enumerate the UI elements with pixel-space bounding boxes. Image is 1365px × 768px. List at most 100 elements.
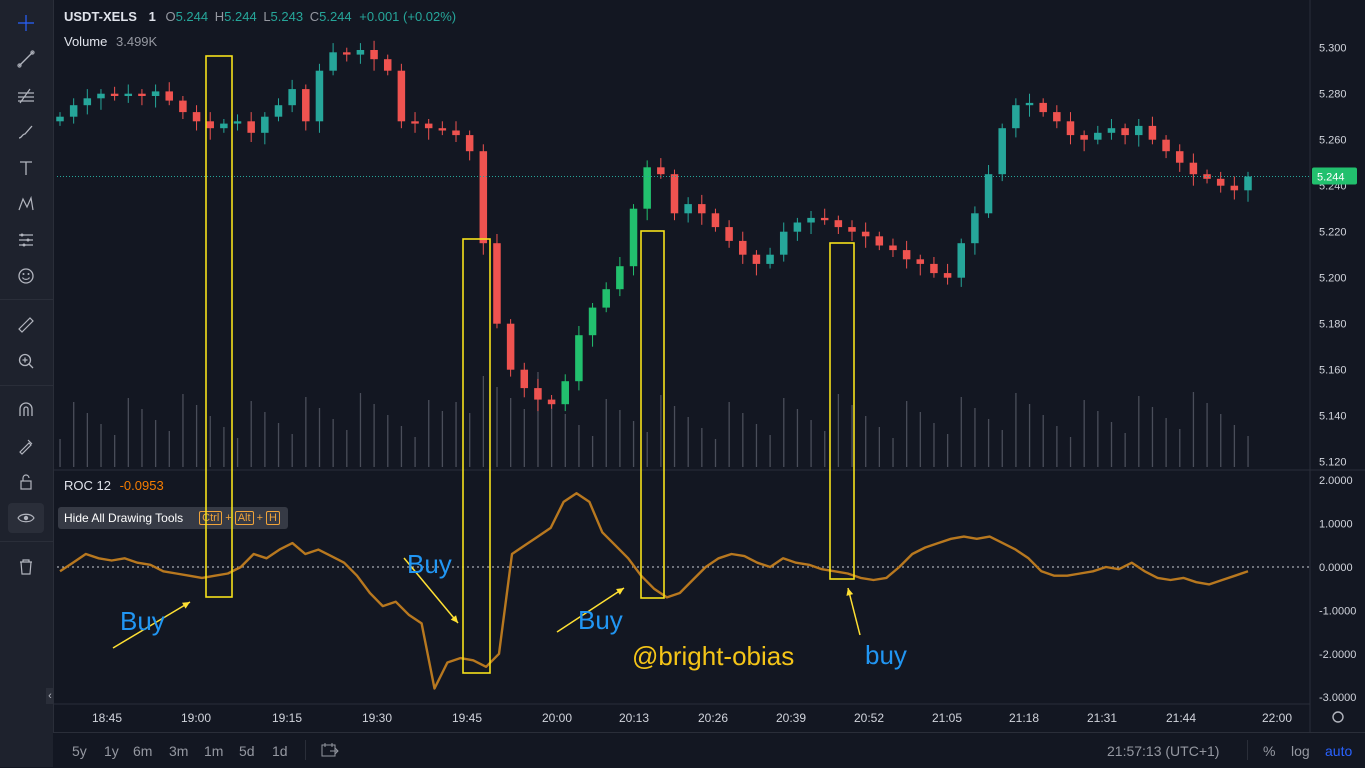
emoji-icon[interactable] (8, 261, 44, 291)
volume-bar (837, 394, 840, 467)
volume-bar (1097, 411, 1099, 467)
range-6m[interactable]: 6m (133, 743, 153, 759)
volume-bar (127, 398, 129, 467)
volume-bar (387, 415, 389, 467)
brush-icon[interactable] (8, 117, 44, 147)
volume-bar (1233, 425, 1236, 467)
arrow-line (847, 587, 861, 636)
candle-body (465, 135, 474, 152)
volume-bar (564, 414, 566, 467)
volume-bar (359, 393, 362, 467)
range-1y[interactable]: 1y (104, 743, 119, 759)
eye-icon[interactable] (8, 503, 44, 533)
time-tick-label: 20:13 (619, 711, 649, 725)
volume-bar (591, 436, 594, 467)
candle-body (1175, 151, 1184, 163)
time-tick-label: 19:30 (362, 711, 392, 725)
volume-bar (482, 376, 485, 467)
candle-body (261, 116, 269, 133)
price-tick-label: 5.140 (1319, 411, 1347, 423)
candle-body (233, 121, 242, 124)
candle-body (1216, 178, 1225, 186)
volume-bar (1110, 422, 1113, 467)
volume-bar (987, 419, 990, 467)
arrow-line (556, 587, 625, 633)
range-5y[interactable]: 5y (72, 743, 87, 759)
volume-bar (619, 410, 621, 467)
volume-bar (1124, 433, 1126, 467)
range-1m[interactable]: 1m (204, 743, 224, 759)
price-tick-label: 5.120 (1319, 457, 1347, 469)
volume-bar (373, 404, 375, 467)
arrow-head (616, 588, 624, 595)
candle-body (1066, 121, 1075, 136)
ruler-icon[interactable] (8, 310, 44, 340)
range-3m[interactable]: 3m (169, 743, 189, 759)
volume-bar (469, 413, 471, 467)
volume-bar (550, 403, 553, 467)
trash-icon[interactable] (8, 552, 44, 582)
candle-body (220, 123, 228, 129)
volume-bar (810, 420, 812, 467)
roc-legend: ROC 12 -0.0953 (64, 478, 164, 493)
candle-body (370, 50, 378, 60)
crosshair-icon[interactable] (8, 8, 44, 38)
clock[interactable]: 21:57:13 (UTC+1) (1107, 743, 1220, 759)
pattern-icon[interactable] (8, 189, 44, 219)
time-axis: 18:45 19:00 19:15 19:30 19:45 20:00 20:13 20:26… (92, 711, 1344, 725)
drawing-toolbar: ‹ (0, 0, 54, 767)
candle-body (520, 369, 529, 389)
trend-line-icon[interactable] (8, 44, 44, 74)
watermark-text: @bright-obias (632, 641, 794, 671)
goto-date-icon[interactable] (321, 742, 339, 763)
candle-body (206, 121, 214, 129)
volume-value: 3.499K (116, 34, 158, 49)
candle-body (984, 174, 993, 214)
volume-bar (824, 431, 826, 467)
annotation-drawings: Buy Buy Buy buy @bright-obias (112, 55, 907, 674)
volume-bar (1042, 415, 1044, 467)
range-5d[interactable]: 5d (239, 743, 255, 759)
forecast-icon[interactable] (8, 225, 44, 255)
percent-toggle[interactable]: % (1263, 743, 1276, 759)
roc-tick-label: 0.0000 (1319, 562, 1353, 574)
candle-body (1162, 139, 1170, 152)
roc-tick-label: 2.0000 (1319, 475, 1353, 487)
collapse-toolbar-icon[interactable]: ‹ (46, 688, 54, 704)
time-tick-label: 20:52 (854, 711, 884, 725)
symbol-name[interactable]: USDT-XELS (64, 9, 137, 24)
volume-bar (291, 434, 293, 467)
text-icon[interactable] (8, 153, 44, 183)
volume-bar (1069, 437, 1072, 467)
candle-body (629, 208, 638, 267)
highlight-box (462, 238, 491, 674)
candle-body (343, 52, 351, 55)
zoom-in-icon[interactable] (8, 346, 44, 376)
highlight-box (205, 55, 233, 598)
roc-pane (57, 492, 1310, 690)
volume-bar (86, 413, 89, 467)
volume-bar (605, 399, 607, 467)
fib-icon[interactable] (8, 81, 44, 111)
volume-bar (578, 425, 580, 467)
candle-body (643, 167, 651, 209)
magnet-icon[interactable] (8, 395, 44, 425)
lock-drawing-icon[interactable] (8, 431, 44, 461)
chart-canvas[interactable]: 5.1205.1405.1605.1805.2005.2205.2405.260… (0, 0, 1365, 732)
candle-body (670, 174, 679, 214)
low-value: 5.243 (270, 9, 304, 24)
lock-icon[interactable] (8, 467, 44, 497)
log-toggle[interactable]: log (1291, 743, 1310, 759)
auto-toggle[interactable]: auto (1325, 743, 1353, 759)
candle-body (424, 123, 433, 129)
candle-body (315, 70, 324, 122)
volume-bar (1247, 436, 1249, 467)
candle-body (1244, 176, 1252, 191)
arrow-line (403, 557, 459, 624)
candle-body (998, 128, 1006, 175)
settings-icon[interactable] (1332, 711, 1344, 723)
volume-bar (1001, 430, 1003, 467)
range-1d[interactable]: 1d (272, 743, 288, 759)
volume-bar (1056, 426, 1058, 467)
time-tick-label: 19:00 (181, 711, 211, 725)
